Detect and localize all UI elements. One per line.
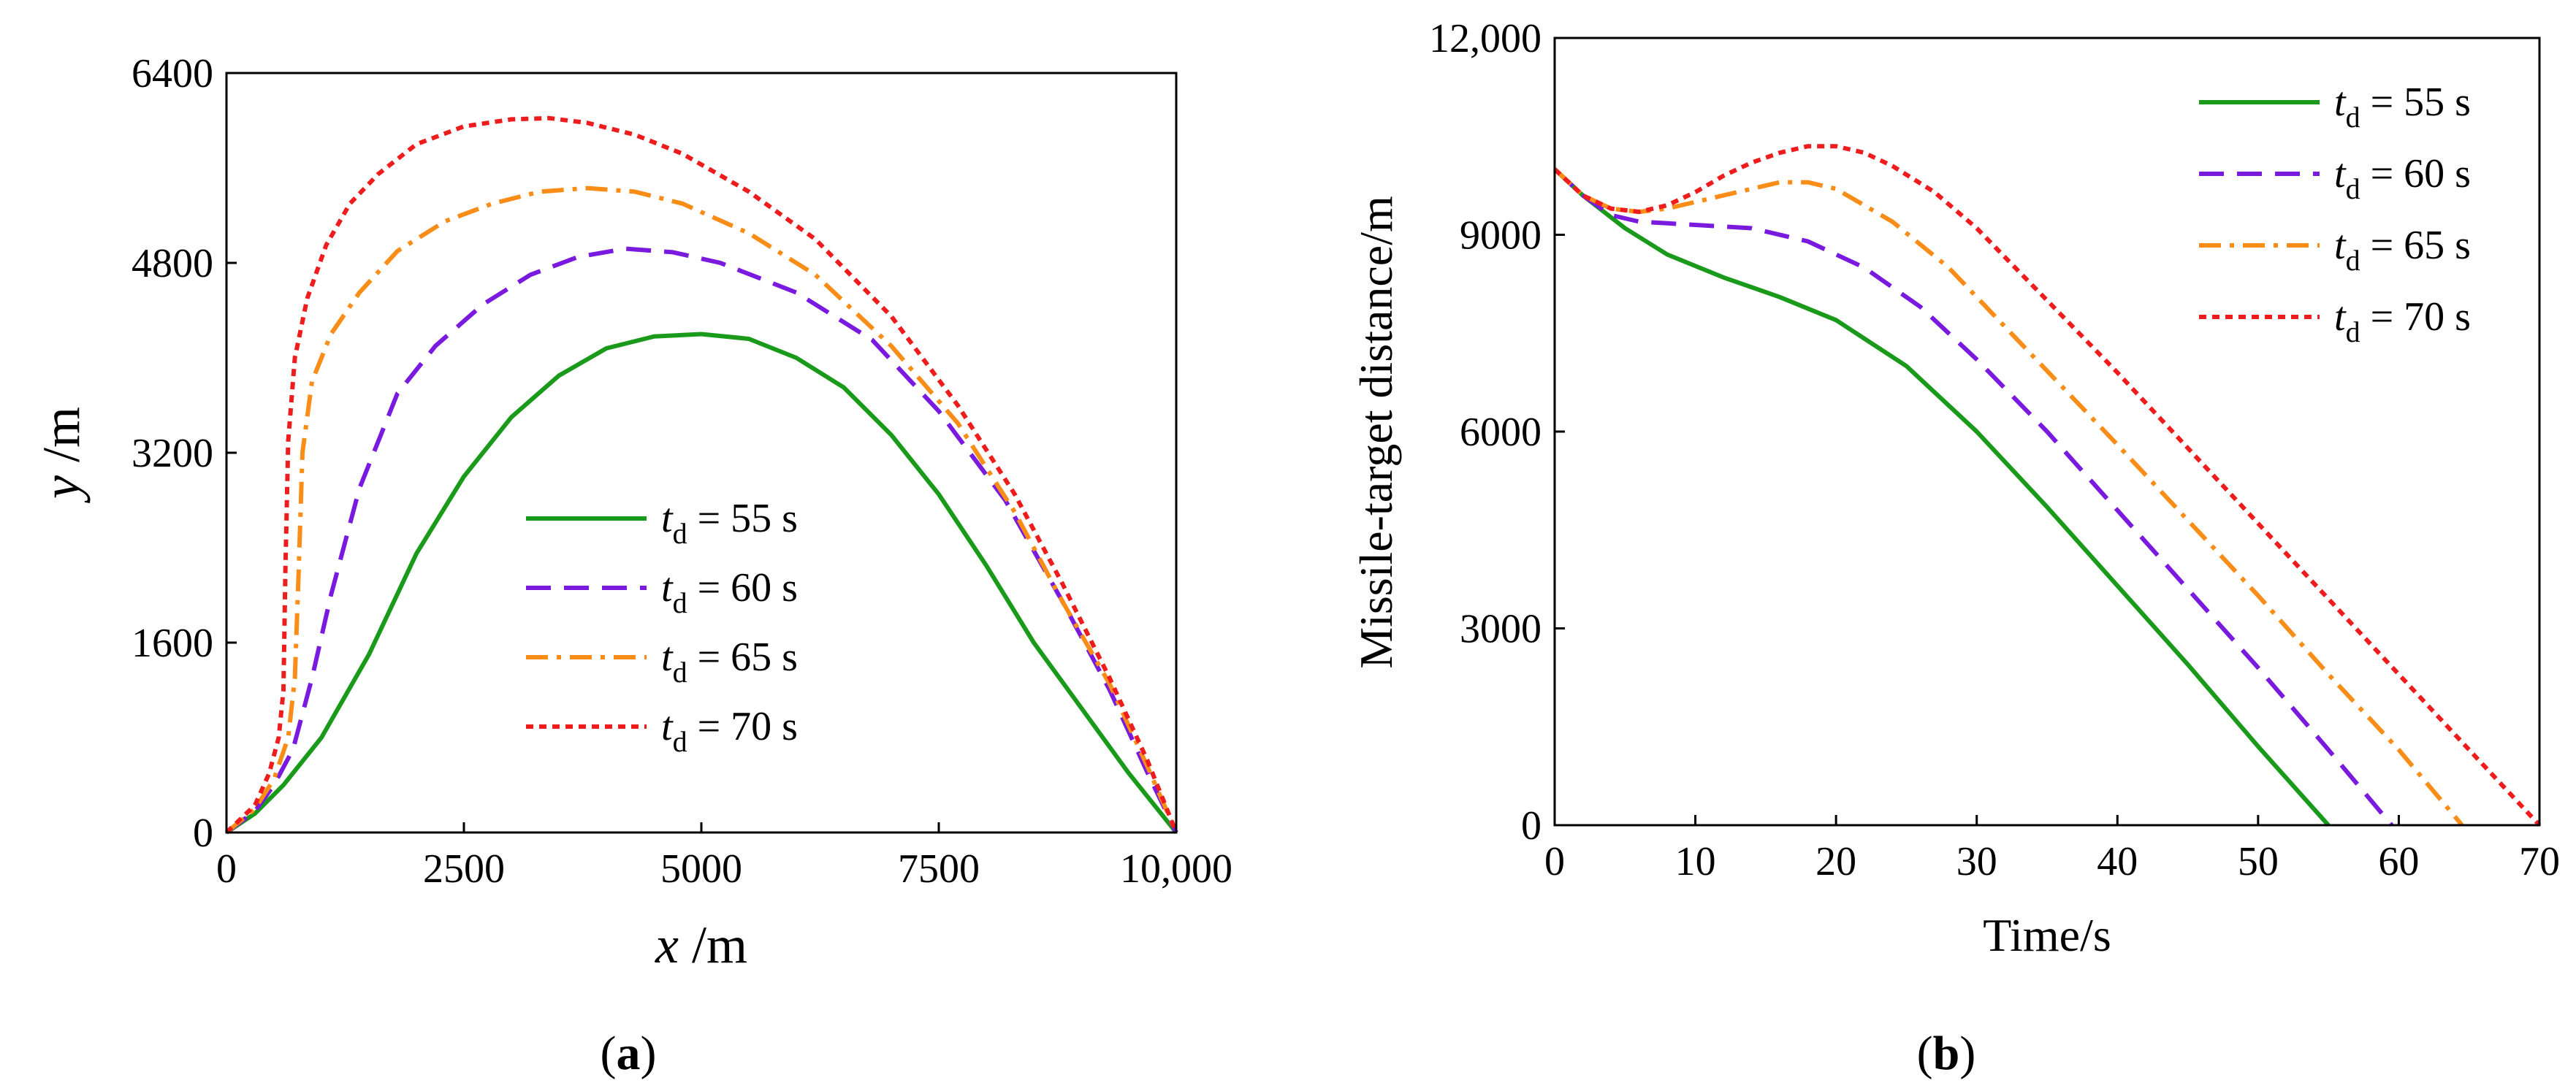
panel-a-y-tick-label: 4800 [132,241,213,286]
panel-a-y-tick-label: 0 [193,811,213,856]
panel-a-series [224,115,1178,835]
panel-a-x-axis-label: x /m [655,916,747,974]
panel-a-legend-label-3: td = 65 s [661,635,798,689]
panel-a-axes: 0 2500 5000 7500 10,000 0 1600 3200 4800 6400 [132,51,1232,892]
panel-a-x-unit: /m [679,916,747,974]
panel-a-y-tick-label: 3200 [132,431,213,476]
panel-b-label-letter: b [1933,1027,1960,1080]
panel-b-series-line-3 [1552,167,2464,827]
panel-a-y-unit: /m [32,407,91,475]
panel-a-x-tick-label: 0 [216,846,237,892]
panel-a-legend-label-1: td = 55 s [661,496,798,550]
panel-b-legend-label-4: td = 70 s [2334,294,2471,348]
panel-b-y-tick-label: 9000 [1460,213,1542,259]
panel-b-x-tick-label: 40 [2097,839,2138,884]
panel-a-series-line-4 [224,115,1178,835]
panel-b-x-tick-label: 20 [1815,839,1856,884]
panel-b-y-tick-label: 3000 [1460,607,1542,652]
panel-a-y-var: y [32,475,91,504]
panel-b-label-close: ) [1959,1027,1975,1080]
panel-b-x-tick-label: 50 [2238,839,2279,884]
panel-a-y-tick-label: 1600 [132,621,213,666]
panel-a-x-tick-label: 7500 [898,846,980,892]
panel-a-legend: td = 55 s td = 60 s td = 65 s td = 70 s [526,496,798,758]
panel-b-series [1552,144,2542,827]
panel-a-label: (a) [601,1027,657,1080]
panel-a-legend-label-2: td = 60 s [661,565,798,619]
panel-b-legend-label-2: td = 60 s [2334,151,2471,205]
panel-b-x-tick-label: 70 [2519,839,2560,884]
panel-a-series-line-1 [225,332,1178,835]
panel-b-legend-label-1: td = 55 s [2334,80,2471,134]
panel-a-series-line-3 [225,185,1178,835]
panel-b-x-tick-label: 60 [2378,839,2419,884]
panel-b-axes: 0 10 20 30 40 50 60 70 0 3000 6000 9000 12,000 [1429,16,2560,884]
panel-a-label-close: ) [641,1027,657,1080]
panel-b-y-tick-label: 6000 [1460,410,1542,455]
panel-a-x-tick-label: 2500 [423,846,505,892]
panel-a-x-tick-label: 5000 [660,846,742,892]
panel-b-y-axis-label: Missile-target distance/m [1350,196,1402,669]
panel-b-x-tick-label: 30 [1956,839,1997,884]
panel-a-legend-label-4: td = 70 s [661,704,798,758]
panel-b-chart: 0 10 20 30 40 50 60 70 0 3000 6000 9000 12,000 Time/… [1350,16,2560,1080]
panel-b-legend-label-3: td = 65 s [2334,223,2471,277]
panel-a-x-tick-label: 10,000 [1120,846,1232,892]
panel-a-label-letter: a [617,1027,641,1080]
panel-b-x-tick-label: 0 [1544,839,1565,884]
panel-a-label-open: ( [601,1027,617,1080]
panel-a-y-tick-label: 6400 [132,51,213,96]
panel-b-series-line-1 [1552,167,2331,827]
panel-b-legend: td = 55 s td = 60 s td = 65 s td = 70 s [2199,80,2471,348]
panel-b-y-tick-label: 0 [1521,803,1542,849]
panel-a-chart: 0 2500 5000 7500 10,000 0 1600 3200 4800 6400 x /… [32,51,1232,1080]
panel-b-y-tick-label: 12,000 [1429,16,1542,61]
panel-a-x-var: x [655,916,679,974]
panel-b-series-line-2 [1552,167,2394,827]
panel-b-x-axis-label: Time/s [1983,909,2111,961]
panel-b-label-open: ( [1917,1027,1933,1080]
panel-a-y-axis-label: y /m [32,407,91,504]
panel-b-label: (b) [1917,1027,1976,1080]
panel-b-x-tick-label: 10 [1675,839,1716,884]
